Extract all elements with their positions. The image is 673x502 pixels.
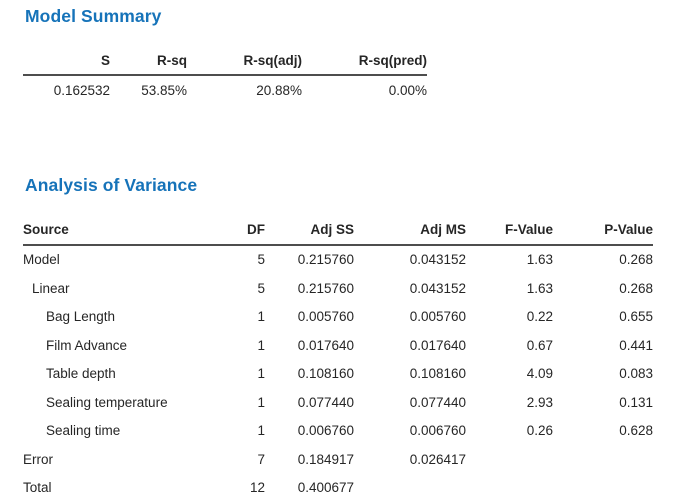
model-summary-header-row: S R-sq R-sq(adj) R-sq(pred) — [23, 46, 427, 75]
anova-title: Analysis of Variance — [25, 174, 673, 196]
f-value — [466, 445, 553, 474]
f-value: 2.93 — [466, 388, 553, 417]
df-value: 1 — [230, 360, 265, 389]
table-row-table-depth: Table depth 1 0.108160 0.108160 4.09 0.0… — [23, 360, 653, 389]
anova-header-row: Source DF Adj SS Adj MS F-Value P-Value — [23, 215, 653, 245]
p-value: 0.628 — [553, 417, 653, 446]
value-r-sq-pred: 0.00% — [302, 75, 427, 104]
adj-ms-value: 0.043152 — [354, 245, 466, 275]
value-r-sq: 53.85% — [110, 75, 187, 104]
model-summary-title: Model Summary — [25, 5, 673, 27]
column-header-source: Source — [23, 215, 230, 245]
f-value: 1.63 — [466, 274, 553, 303]
column-header-adj-ss: Adj SS — [265, 215, 354, 245]
df-value: 5 — [230, 274, 265, 303]
source-label: Film Advance — [23, 331, 230, 360]
adj-ms-value: 0.006760 — [354, 417, 466, 446]
value-s: 0.162532 — [23, 75, 110, 104]
df-value: 5 — [230, 245, 265, 275]
table-row-linear: Linear 5 0.215760 0.043152 1.63 0.268 — [23, 274, 653, 303]
source-label: Bag Length — [23, 303, 230, 332]
source-label: Total — [23, 474, 230, 502]
p-value: 0.655 — [553, 303, 653, 332]
adj-ss-value: 0.108160 — [265, 360, 354, 389]
model-summary-data-row: 0.162532 53.85% 20.88% 0.00% — [23, 75, 427, 104]
df-value: 1 — [230, 331, 265, 360]
column-header-df: DF — [230, 215, 265, 245]
table-row-film-advance: Film Advance 1 0.017640 0.017640 0.67 0.… — [23, 331, 653, 360]
column-header-r-sq: R-sq — [110, 46, 187, 75]
p-value: 0.083 — [553, 360, 653, 389]
adj-ss-value: 0.184917 — [265, 445, 354, 474]
adj-ss-value: 0.005760 — [265, 303, 354, 332]
adj-ms-value: 0.043152 — [354, 274, 466, 303]
df-value: 12 — [230, 474, 265, 502]
column-header-r-sq-adj: R-sq(adj) — [187, 46, 302, 75]
column-header-f-value: F-Value — [466, 215, 553, 245]
p-value — [553, 474, 653, 502]
value-r-sq-adj: 20.88% — [187, 75, 302, 104]
f-value: 0.67 — [466, 331, 553, 360]
source-label: Linear — [23, 274, 230, 303]
anova-table: Source DF Adj SS Adj MS F-Value P-Value … — [23, 215, 653, 502]
column-header-p-value: P-Value — [553, 215, 653, 245]
column-header-adj-ms: Adj MS — [354, 215, 466, 245]
table-row-sealing-temperature: Sealing temperature 1 0.077440 0.077440 … — [23, 388, 653, 417]
table-row-error: Error 7 0.184917 0.026417 — [23, 445, 653, 474]
adj-ss-value: 0.400677 — [265, 474, 354, 502]
f-value: 0.26 — [466, 417, 553, 446]
source-label: Error — [23, 445, 230, 474]
adj-ms-value: 0.077440 — [354, 388, 466, 417]
source-label: Sealing time — [23, 417, 230, 446]
column-header-r-sq-pred: R-sq(pred) — [302, 46, 427, 75]
table-row-model: Model 5 0.215760 0.043152 1.63 0.268 — [23, 245, 653, 275]
f-value: 0.22 — [466, 303, 553, 332]
df-value: 1 — [230, 388, 265, 417]
f-value: 4.09 — [466, 360, 553, 389]
column-header-s: S — [23, 46, 110, 75]
p-value: 0.268 — [553, 274, 653, 303]
p-value: 0.268 — [553, 245, 653, 275]
table-row-bag-length: Bag Length 1 0.005760 0.005760 0.22 0.65… — [23, 303, 653, 332]
p-value: 0.441 — [553, 331, 653, 360]
adj-ss-value: 0.006760 — [265, 417, 354, 446]
p-value: 0.131 — [553, 388, 653, 417]
table-row-total: Total 12 0.400677 — [23, 474, 653, 502]
model-summary-table: S R-sq R-sq(adj) R-sq(pred) 0.162532 53.… — [23, 46, 427, 104]
adj-ms-value: 0.108160 — [354, 360, 466, 389]
df-value: 7 — [230, 445, 265, 474]
df-value: 1 — [230, 303, 265, 332]
source-label: Model — [23, 245, 230, 275]
adj-ms-value: 0.017640 — [354, 331, 466, 360]
adj-ss-value: 0.017640 — [265, 331, 354, 360]
adj-ss-value: 0.215760 — [265, 274, 354, 303]
adj-ss-value: 0.215760 — [265, 245, 354, 275]
f-value: 1.63 — [466, 245, 553, 275]
adj-ss-value: 0.077440 — [265, 388, 354, 417]
table-row-sealing-time: Sealing time 1 0.006760 0.006760 0.26 0.… — [23, 417, 653, 446]
source-label: Sealing temperature — [23, 388, 230, 417]
f-value — [466, 474, 553, 502]
p-value — [553, 445, 653, 474]
df-value: 1 — [230, 417, 265, 446]
adj-ms-value: 0.026417 — [354, 445, 466, 474]
adj-ms-value — [354, 474, 466, 502]
source-label: Table depth — [23, 360, 230, 389]
adj-ms-value: 0.005760 — [354, 303, 466, 332]
